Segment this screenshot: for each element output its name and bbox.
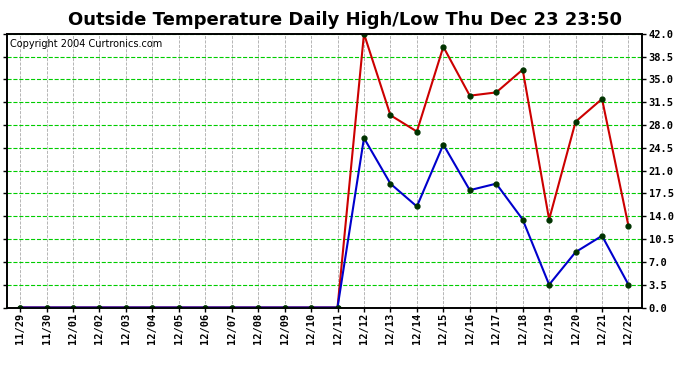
- Text: Outside Temperature Daily High/Low Thu Dec 23 23:50: Outside Temperature Daily High/Low Thu D…: [68, 11, 622, 29]
- Text: Copyright 2004 Curtronics.com: Copyright 2004 Curtronics.com: [10, 39, 162, 49]
